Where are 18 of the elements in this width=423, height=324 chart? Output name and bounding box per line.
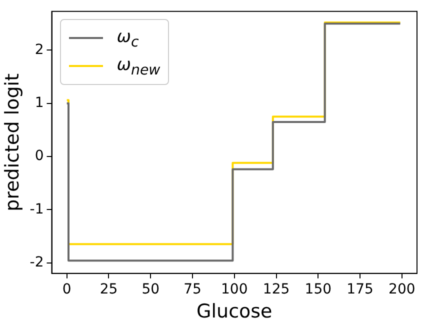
y-tick-label: -2	[30, 254, 44, 270]
x-axis-title: Glucose	[196, 300, 272, 323]
x-tick-label: 200	[388, 281, 416, 298]
y-tick-label: -1	[30, 201, 44, 218]
legend-label: ω$_{new}$	[116, 54, 160, 78]
x-tick-label: 150	[304, 281, 332, 298]
x-tick-label: 25	[100, 281, 118, 298]
x-tick-label: 125	[262, 281, 290, 298]
legend-label: ω$_{c}$	[116, 26, 139, 50]
x-tick-label: 100	[221, 281, 248, 298]
x-tick-label: 175	[346, 281, 374, 298]
y-tick-label: 0	[34, 148, 44, 164]
y-tick-label: 1	[34, 94, 44, 111]
x-tick-label: 0	[62, 281, 72, 298]
x-tick-label: 50	[142, 281, 160, 298]
y-tick-label: 2	[34, 42, 44, 58]
y-axis-title: predicted logit	[1, 73, 24, 212]
x-tick-label: 75	[184, 281, 202, 298]
